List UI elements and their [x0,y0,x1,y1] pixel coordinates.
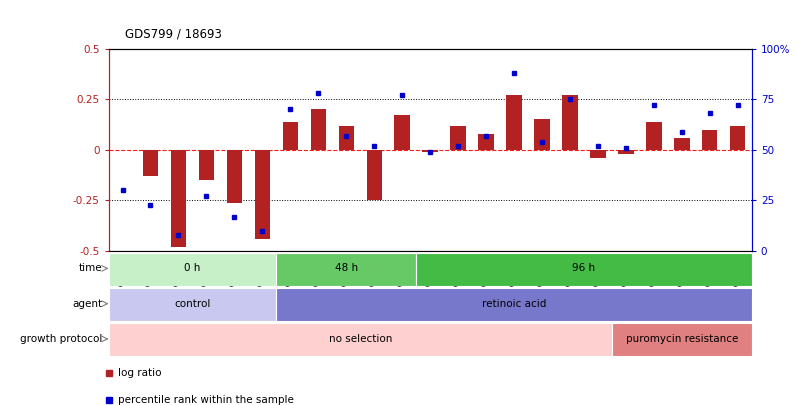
Bar [108,323,611,356]
Text: puromycin resistance: puromycin resistance [625,334,737,344]
Text: 96 h: 96 h [572,263,595,273]
Bar [198,150,214,180]
Text: 0 h: 0 h [184,263,201,273]
Text: 48 h: 48 h [334,263,357,273]
Bar [226,150,242,202]
Text: growth protocol: growth protocol [20,334,102,344]
Bar [450,126,465,150]
Bar [416,253,751,286]
Bar [729,126,744,150]
Bar [701,130,716,150]
Bar [170,150,186,247]
Bar [310,109,325,150]
Bar [673,138,689,150]
Bar [394,115,410,150]
Bar [534,119,549,150]
Bar [108,253,276,286]
Text: log ratio: log ratio [118,368,161,378]
Text: GDS799 / 18693: GDS799 / 18693 [124,28,221,40]
Bar [618,150,633,154]
Bar [108,288,276,321]
Bar [422,150,438,152]
Bar [143,150,158,176]
Text: retinoic acid: retinoic acid [481,298,545,309]
Bar [366,150,381,200]
Text: time: time [79,263,102,273]
Bar [506,95,521,150]
Bar [276,288,751,321]
Bar [283,122,298,150]
Bar [255,150,270,239]
Bar [276,253,416,286]
Bar [589,150,605,158]
Text: percentile rank within the sample: percentile rank within the sample [118,395,294,405]
Text: no selection: no selection [328,334,391,344]
Bar [561,95,577,150]
Text: control: control [174,298,210,309]
Bar [646,122,661,150]
Bar [478,134,493,150]
Bar [611,323,751,356]
Bar [338,126,353,150]
Text: agent: agent [72,298,102,309]
